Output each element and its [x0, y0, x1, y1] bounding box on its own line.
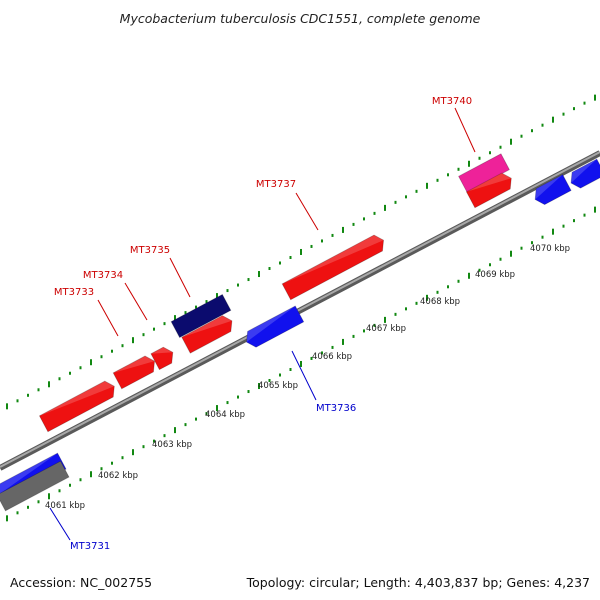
- callout-leader-line: [49, 507, 71, 541]
- gene-shape: [0, 460, 70, 512]
- callout-leader-line: [97, 299, 119, 337]
- genome-summary: Topology: circular; Length: 4,403,837 bp…: [246, 575, 590, 590]
- gene-callout: MT3733: [54, 287, 119, 337]
- gene-highlight: [113, 356, 155, 373]
- gene-features: [0, 153, 600, 512]
- gene-shape: [458, 153, 510, 193]
- gene-label: MT3737: [256, 179, 296, 190]
- gene-label: MT3736: [316, 403, 356, 414]
- gene-feature: [112, 355, 155, 390]
- gene-callout: MT3735: [130, 245, 191, 298]
- callout-leader-line: [295, 192, 319, 231]
- gene-callout: MT3731: [49, 507, 110, 552]
- gene-highlight: [39, 381, 115, 416]
- gene-highlight: [181, 315, 232, 338]
- gene-shape: [465, 172, 512, 209]
- gene-feature: [246, 305, 305, 348]
- gene-callout: MT3740: [432, 96, 476, 153]
- gene-label: MT3734: [83, 270, 123, 281]
- gene-callout: MT3737: [256, 179, 319, 231]
- gene-label: MT3731: [70, 541, 110, 552]
- gene-feature: [570, 158, 600, 189]
- gc-tick-rows: [6, 94, 596, 522]
- gene-feature: [458, 153, 510, 193]
- gene-highlight: [150, 347, 173, 354]
- scale-label: 4070 kbp: [530, 244, 570, 254]
- gene-shape: [112, 355, 155, 390]
- gene-shape: [281, 234, 384, 301]
- gene-callout: MT3734: [83, 270, 148, 321]
- scale-label: 4063 kbp: [152, 440, 192, 450]
- callout-leader-line: [454, 107, 476, 153]
- gene-highlight: [466, 173, 512, 192]
- gene-callout: MT3736: [291, 350, 356, 414]
- gene-feature: [150, 346, 174, 371]
- gene-shape: [570, 158, 600, 189]
- gene-shape: [181, 315, 233, 354]
- accession-label: Accession: NC_002755: [10, 575, 153, 590]
- gene-shape: [38, 380, 115, 433]
- gene-shape: [534, 174, 572, 206]
- scale-label: 4067 kbp: [366, 324, 406, 334]
- gene-feature: [170, 293, 232, 339]
- scale-label: 4062 kbp: [98, 471, 138, 481]
- callout-leader-line: [291, 350, 317, 401]
- gene-label: MT3733: [54, 287, 94, 298]
- gene-label: MT3735: [130, 245, 170, 256]
- gene-label: MT3740: [432, 96, 472, 107]
- gene-feature: [534, 174, 572, 206]
- gene-feature: [181, 315, 233, 354]
- scale-label: 4069 kbp: [475, 270, 515, 280]
- scale-label: 4066 kbp: [312, 352, 352, 362]
- map-title: Mycobacterium tuberculosis CDC1551, comp…: [120, 11, 481, 26]
- gene-feature: [281, 234, 384, 301]
- gene-shape: [246, 305, 305, 348]
- gene-callouts: MT3731 MT3733 MT3734 MT3735 MT3736 MT3737 MT37…: [49, 96, 476, 552]
- gene-shape: [170, 293, 232, 339]
- scale-label: 4064 kbp: [205, 410, 245, 420]
- scale-label: 4068 kbp: [420, 297, 460, 307]
- callout-leader-line: [124, 282, 148, 321]
- scale-label: 4061 kbp: [45, 501, 85, 511]
- callout-leader-line: [169, 257, 191, 298]
- gene-feature: [0, 460, 70, 512]
- gene-feature: [38, 380, 115, 433]
- scale-label: 4065 kbp: [258, 381, 298, 391]
- genome-backbone: [0, 150, 600, 471]
- gene-shape: [150, 346, 174, 371]
- gene-highlight: [282, 235, 384, 284]
- scale-ruler: 4061 kbp 4062 kbp 4063 kbp 4064 kbp 4065 kbp…: [45, 244, 570, 511]
- gene-feature: [465, 172, 512, 209]
